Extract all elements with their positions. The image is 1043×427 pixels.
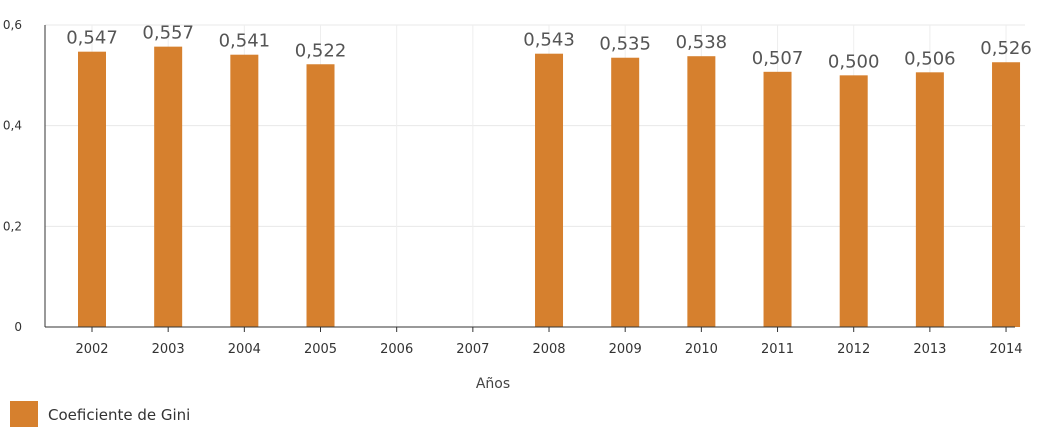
bar[interactable] bbox=[78, 51, 106, 327]
data-label: 0,500 bbox=[828, 51, 880, 72]
data-label: 0,535 bbox=[599, 34, 651, 55]
x-tick-label: 2013 bbox=[913, 342, 946, 357]
y-tick-label: 0,4 bbox=[3, 119, 22, 133]
x-tick-label: 2007 bbox=[456, 342, 489, 357]
y-tick-label: 0,6 bbox=[3, 18, 22, 32]
bar[interactable] bbox=[306, 64, 335, 327]
data-label: 0,557 bbox=[142, 23, 194, 44]
x-tick-label: 2011 bbox=[761, 342, 794, 357]
bar[interactable] bbox=[535, 53, 564, 327]
data-label: 0,538 bbox=[676, 32, 728, 53]
x-tick-label: 2004 bbox=[228, 342, 261, 357]
data-label: 0,547 bbox=[66, 28, 118, 49]
x-tick-label: 2003 bbox=[152, 342, 185, 357]
legend-label: Coeficiente de Gini bbox=[48, 406, 190, 424]
bar[interactable] bbox=[763, 71, 792, 327]
x-axis-title: Años bbox=[476, 376, 510, 392]
bar[interactable] bbox=[992, 62, 1021, 327]
data-label: 0,526 bbox=[980, 38, 1032, 59]
data-label: 0,506 bbox=[904, 48, 956, 69]
x-tick-label: 2012 bbox=[837, 342, 870, 357]
legend-swatch bbox=[10, 401, 38, 427]
x-tick-label: 2005 bbox=[304, 342, 337, 357]
bars: 0,547 0,557 0,541 0,522 0,543 0,535 0,538 0,507… bbox=[66, 23, 1032, 328]
bar[interactable] bbox=[839, 75, 868, 327]
y-tick-label: 0,2 bbox=[3, 219, 22, 233]
bar[interactable] bbox=[611, 57, 640, 327]
x-axis: 2002 2003 2004 2005 2006 2007 2008 2009 2010 2011… bbox=[45, 326, 1023, 357]
y-tick-label: 0 bbox=[14, 320, 22, 334]
x-tick-label: 2002 bbox=[75, 342, 108, 357]
bar[interactable] bbox=[154, 46, 183, 327]
x-tick-label: 2014 bbox=[989, 342, 1022, 357]
data-label: 0,507 bbox=[752, 48, 804, 69]
x-tick-label: 2006 bbox=[380, 342, 413, 357]
x-tick-label: 2008 bbox=[532, 342, 565, 357]
bar[interactable] bbox=[687, 56, 716, 327]
legend[interactable]: Coeficiente de Gini bbox=[10, 401, 190, 427]
x-tick-label: 2009 bbox=[609, 342, 642, 357]
bar[interactable] bbox=[915, 72, 944, 328]
data-label: 0,522 bbox=[295, 40, 347, 61]
bar[interactable] bbox=[230, 54, 259, 328]
data-label: 0,541 bbox=[219, 31, 271, 52]
x-tick-label: 2010 bbox=[685, 342, 718, 357]
y-axis: 0 0,2 0,4 0,6 bbox=[3, 18, 46, 334]
data-label: 0,543 bbox=[523, 30, 575, 51]
